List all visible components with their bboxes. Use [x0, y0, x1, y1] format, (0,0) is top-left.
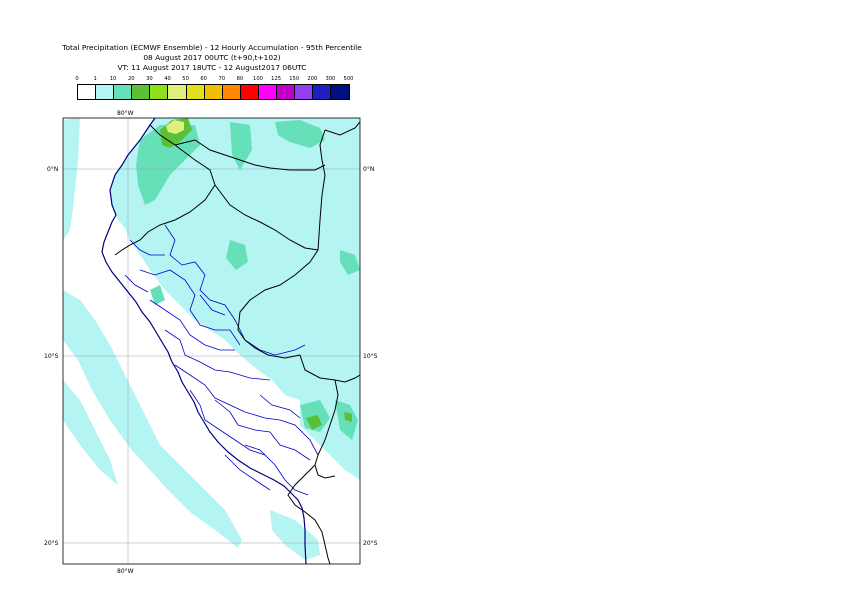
lat-label-left-20S: 20°S	[44, 540, 59, 547]
legend-swatch	[114, 85, 133, 99]
legend-labels: 0 1 10 20 30 40 50 60 70 80 100 125 150 200 300 500	[0, 75, 842, 85]
legend-swatch	[295, 85, 314, 99]
lon-label-bottom: 80°W	[117, 568, 134, 575]
legend-swatch	[258, 85, 278, 99]
base-time-subtitle: 08 August 2017 00UTC (t+90,t+102)	[143, 53, 281, 62]
internal-boundaries	[124, 224, 319, 496]
mid-precip-patch-3	[226, 240, 248, 270]
high-precip-core-east	[344, 412, 352, 422]
legend-label: 200	[307, 76, 318, 82]
high-precip-core-south	[306, 415, 322, 430]
map-frame	[62, 117, 361, 565]
mid-precip-patch-4	[340, 250, 360, 275]
legend-label: 150	[289, 76, 300, 82]
coastline	[101, 118, 307, 564]
offshore-precip-2	[63, 290, 242, 548]
lat-label-left-0N: 0°N	[47, 166, 58, 173]
legend-swatch	[96, 85, 115, 99]
legend-swatch	[150, 85, 169, 99]
legend-swatch	[222, 85, 241, 99]
lat-label-right-0N: 0°N	[363, 166, 374, 173]
legend-label: 60	[200, 76, 207, 82]
valid-time-subtitle: VT: 11 August 2017 18UTC - 12 August2017…	[117, 63, 307, 72]
offshore-precip-4	[270, 510, 320, 560]
legend-label: 70	[218, 76, 226, 82]
legend-label: 40	[164, 76, 171, 82]
lat-label-left-10S: 10°S	[44, 353, 59, 360]
legend-label: 0	[75, 76, 79, 82]
mid-precip-patch-8	[150, 285, 165, 305]
legend-label: 125	[271, 76, 282, 82]
legend-swatch	[168, 85, 187, 99]
mid-precip-patch-1	[136, 125, 200, 205]
yellow-precip-core-north	[166, 120, 184, 134]
legend-swatch	[132, 85, 151, 99]
legend-label: 1	[93, 76, 97, 82]
legend-label: 300	[325, 76, 336, 82]
legend-swatch	[313, 85, 332, 99]
offshore-precip-3	[63, 380, 118, 485]
lat-label-right-20S: 20°S	[363, 540, 378, 547]
map-title: Total Precipitation (ECMWF Ensemble) - 1…	[62, 43, 362, 52]
legend-swatch	[204, 85, 223, 99]
legend-label: 50	[182, 76, 189, 82]
map-area	[63, 118, 360, 564]
legend-label: 30	[146, 76, 153, 82]
legend-swatch	[331, 85, 350, 99]
legend-swatch	[186, 85, 205, 99]
legend-swatch	[78, 85, 97, 99]
lat-label-right-10S: 10°S	[363, 353, 378, 360]
precipitation-legend	[77, 84, 351, 100]
light-precip-field	[63, 118, 360, 440]
legend-swatch	[240, 85, 259, 99]
legend-label: 100	[253, 76, 263, 82]
legend-label: 10	[109, 76, 117, 82]
mid-precip-patch-2	[275, 120, 325, 148]
offshore-precip-1	[63, 118, 80, 240]
lon-label-top: 80°W	[117, 110, 134, 117]
legend-label: 500	[343, 76, 354, 82]
legend-label: 20	[127, 76, 135, 82]
legend-swatch	[277, 85, 296, 99]
country-borders	[114, 121, 360, 564]
legend-label: 80	[236, 76, 244, 82]
